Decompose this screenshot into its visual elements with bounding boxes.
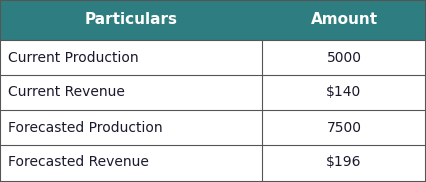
- Text: 7500: 7500: [326, 120, 362, 134]
- Text: Forecasted Production: Forecasted Production: [8, 120, 162, 134]
- Text: Forecasted Revenue: Forecasted Revenue: [8, 155, 149, 169]
- Bar: [0, 145, 426, 180]
- Text: 5000: 5000: [326, 50, 362, 64]
- Bar: [0, 110, 426, 145]
- Text: Current Production: Current Production: [8, 50, 138, 64]
- Bar: [0, 0, 426, 40]
- Bar: [0, 75, 426, 110]
- Text: Amount: Amount: [311, 13, 377, 27]
- Text: Particulars: Particulars: [84, 13, 178, 27]
- Text: Current Revenue: Current Revenue: [8, 86, 124, 100]
- Text: $140: $140: [326, 86, 362, 100]
- Text: $196: $196: [326, 155, 362, 169]
- Bar: [0, 40, 426, 75]
